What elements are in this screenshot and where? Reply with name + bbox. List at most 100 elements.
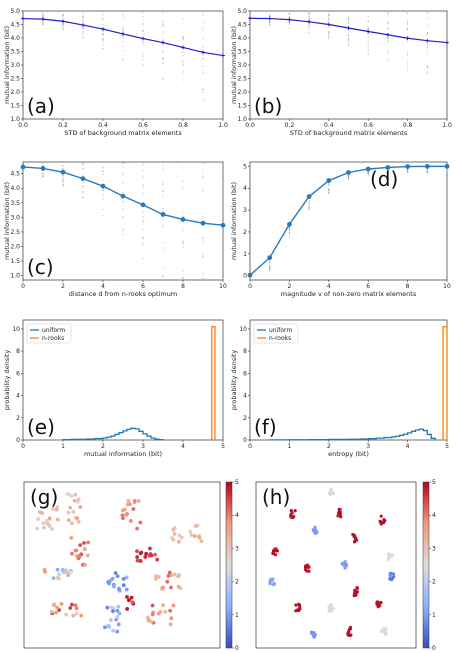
- embedding-point: [121, 516, 125, 520]
- embedding-point: [124, 513, 128, 517]
- sample-point: [182, 270, 184, 272]
- sample-point: [269, 20, 271, 22]
- embedding-point: [112, 584, 116, 588]
- sample-point: [426, 33, 428, 36]
- x-tick-label: 0.0: [245, 122, 255, 129]
- embedding-point: [68, 570, 73, 575]
- sample-point: [142, 23, 144, 25]
- sample-point: [202, 253, 204, 255]
- embedding-point: [41, 521, 46, 526]
- data-point: [307, 20, 311, 24]
- sample-point: [202, 255, 204, 257]
- y-tick-label: 2.5: [10, 229, 20, 236]
- sample-point: [202, 21, 204, 24]
- y-tick-label: 2: [16, 415, 20, 422]
- y-tick-label: 1.0: [237, 116, 247, 123]
- embedding-point: [307, 569, 311, 573]
- embedding-point: [125, 595, 129, 599]
- data-point: [405, 36, 410, 41]
- embedding-point: [193, 524, 198, 528]
- panel-2: 0.0 0.2 0.4 0.6 0.8 1.0 1.0 1.5 2.0 2.5 3.0 3.5 4.0 4…: [230, 8, 452, 137]
- data-point: [248, 16, 252, 21]
- sample-point: [202, 240, 204, 243]
- sample-point: [142, 241, 144, 244]
- embedding-point: [121, 577, 126, 581]
- sample-point: [407, 20, 409, 22]
- embedding-point: [378, 603, 382, 608]
- embedding-point: [166, 574, 171, 578]
- sample-point: [142, 12, 144, 14]
- y-tick-label: 1.0: [10, 273, 20, 280]
- embedding-point: [379, 514, 383, 518]
- embedding-point: [55, 505, 60, 510]
- x-tick-label: 8: [406, 283, 410, 290]
- sample-point: [407, 54, 409, 56]
- sample-point: [407, 169, 409, 171]
- data-point: [445, 40, 449, 45]
- y-tick-label: 8: [243, 348, 247, 355]
- sample-point: [162, 57, 164, 59]
- x-tick-label: 0.2: [58, 122, 68, 129]
- sample-point: [387, 37, 389, 40]
- sample-point: [288, 13, 290, 15]
- sample-point: [367, 15, 369, 17]
- sample-point: [62, 15, 64, 17]
- embedding-point: [153, 552, 158, 557]
- sample-point: [202, 175, 204, 177]
- sample-point: [82, 192, 84, 194]
- sample-point: [122, 36, 124, 38]
- x-axis-label: STD of background matrix elements: [290, 129, 408, 137]
- embedding-point: [296, 608, 301, 613]
- embedding-point: [115, 608, 120, 613]
- sample-point: [347, 175, 350, 177]
- sample-point: [162, 226, 164, 228]
- sample-point: [202, 58, 204, 60]
- y-tick-label: 3.5: [10, 49, 20, 56]
- embedding-point: [293, 509, 297, 513]
- data-point: [425, 38, 430, 43]
- sample-point: [367, 43, 369, 45]
- embedding-point: [120, 513, 125, 518]
- sample-point: [122, 16, 124, 18]
- data-point: [180, 216, 186, 222]
- embedding-point: [60, 568, 65, 572]
- y-tick-label: 2.5: [237, 76, 247, 83]
- data-point: [306, 194, 312, 199]
- sample-point: [367, 27, 369, 29]
- sample-point: [202, 172, 204, 174]
- embedding-point: [71, 613, 76, 618]
- sample-point: [102, 17, 104, 19]
- sample-point: [182, 70, 184, 72]
- sample-point: [162, 63, 164, 65]
- embedding-point: [82, 541, 86, 545]
- embedding-point: [116, 622, 121, 627]
- embedding-point: [327, 606, 332, 610]
- panel-label: (d): [370, 167, 398, 191]
- sample-point: [446, 16, 448, 18]
- x-tick-label: 1: [61, 443, 65, 450]
- sample-point: [102, 189, 104, 191]
- sample-point: [407, 63, 409, 65]
- nrooks-histogram: [442, 326, 448, 440]
- sample-point: [387, 49, 389, 52]
- panel-1: 0.0 0.2 0.4 0.6 0.8 1.0 1.0 1.5 2.0 2.5 3.0 3.5 4.0 4…: [3, 8, 228, 137]
- sample-point: [102, 33, 104, 35]
- sample-point: [446, 36, 448, 38]
- sample-point: [328, 31, 330, 33]
- sample-point: [407, 66, 409, 68]
- sample-point: [182, 61, 184, 64]
- embedding-point: [383, 631, 387, 635]
- embedding-point: [116, 587, 121, 592]
- sample-point: [367, 172, 369, 174]
- sample-point: [122, 204, 124, 207]
- embedding-point: [143, 555, 148, 559]
- sample-point: [222, 271, 224, 273]
- sample-point: [269, 262, 271, 264]
- x-tick-label: 1.0: [442, 122, 452, 129]
- embedding-point: [107, 625, 112, 629]
- sample-point: [269, 23, 271, 25]
- embedding-point: [72, 498, 77, 503]
- colorbar-tick-label: 3: [432, 545, 436, 552]
- embedding-point: [47, 524, 52, 528]
- x-tick-label: 0.0: [18, 122, 28, 129]
